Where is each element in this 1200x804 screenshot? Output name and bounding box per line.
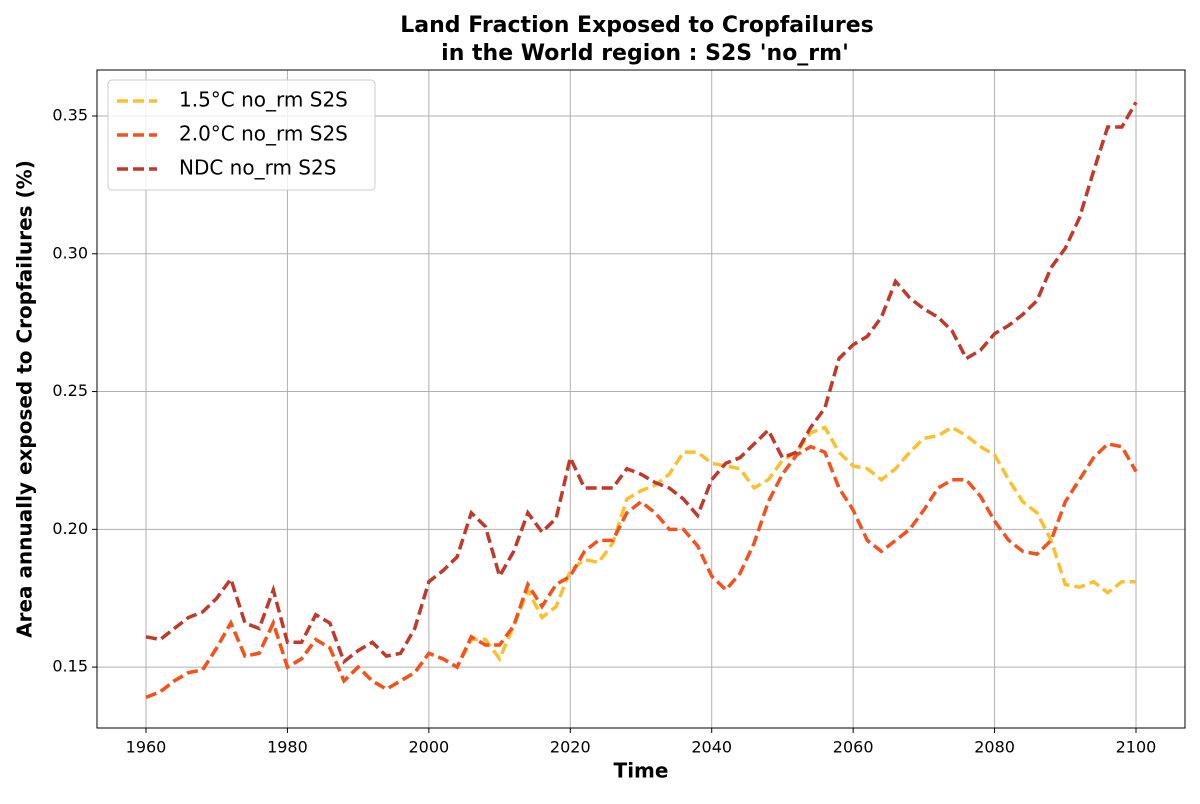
- y-tick-label: 0.30: [52, 243, 88, 262]
- x-tick-label: 2040: [691, 738, 732, 757]
- legend-box: [107, 79, 376, 191]
- x-tick-label: 2080: [974, 738, 1015, 757]
- chart-title: Land Fraction Exposed to Cropfailures: [400, 13, 873, 38]
- x-tick-label: 1960: [126, 738, 167, 757]
- x-tick-label: 1980: [267, 738, 308, 757]
- data-line: [145, 101, 1138, 665]
- legend-label: 2.0°C no_rm S2S: [179, 122, 348, 146]
- x-tick-label: 2000: [408, 738, 449, 757]
- x-axis-label: Time: [614, 759, 669, 783]
- legend-label: 1.5°C no_rm S2S: [179, 88, 348, 112]
- legend: 1.5°C no_rm S2S 2.0°C no_rm S2S NDC no_rm …: [107, 79, 376, 191]
- y-tick-label: 0.25: [52, 381, 88, 400]
- y-axis-label: Area annually exposed to Cropfailures (%…: [13, 160, 37, 638]
- chart-subtitle: in the World region : S2S 'no_rm': [441, 41, 849, 66]
- x-tick-label: 2060: [833, 738, 874, 757]
- data-line: [145, 425, 1136, 700]
- data-line: [145, 442, 1138, 700]
- plot-frame: [96, 69, 1186, 729]
- legend-label: NDC no_rm S2S: [179, 156, 336, 180]
- y-tick-label: 0.15: [52, 657, 88, 676]
- x-tick-label: 2020: [550, 738, 591, 757]
- y-tick-label: 0.35: [52, 106, 88, 125]
- x-tick-label: 2100: [1116, 738, 1157, 757]
- y-tick-label: 0.20: [52, 519, 88, 538]
